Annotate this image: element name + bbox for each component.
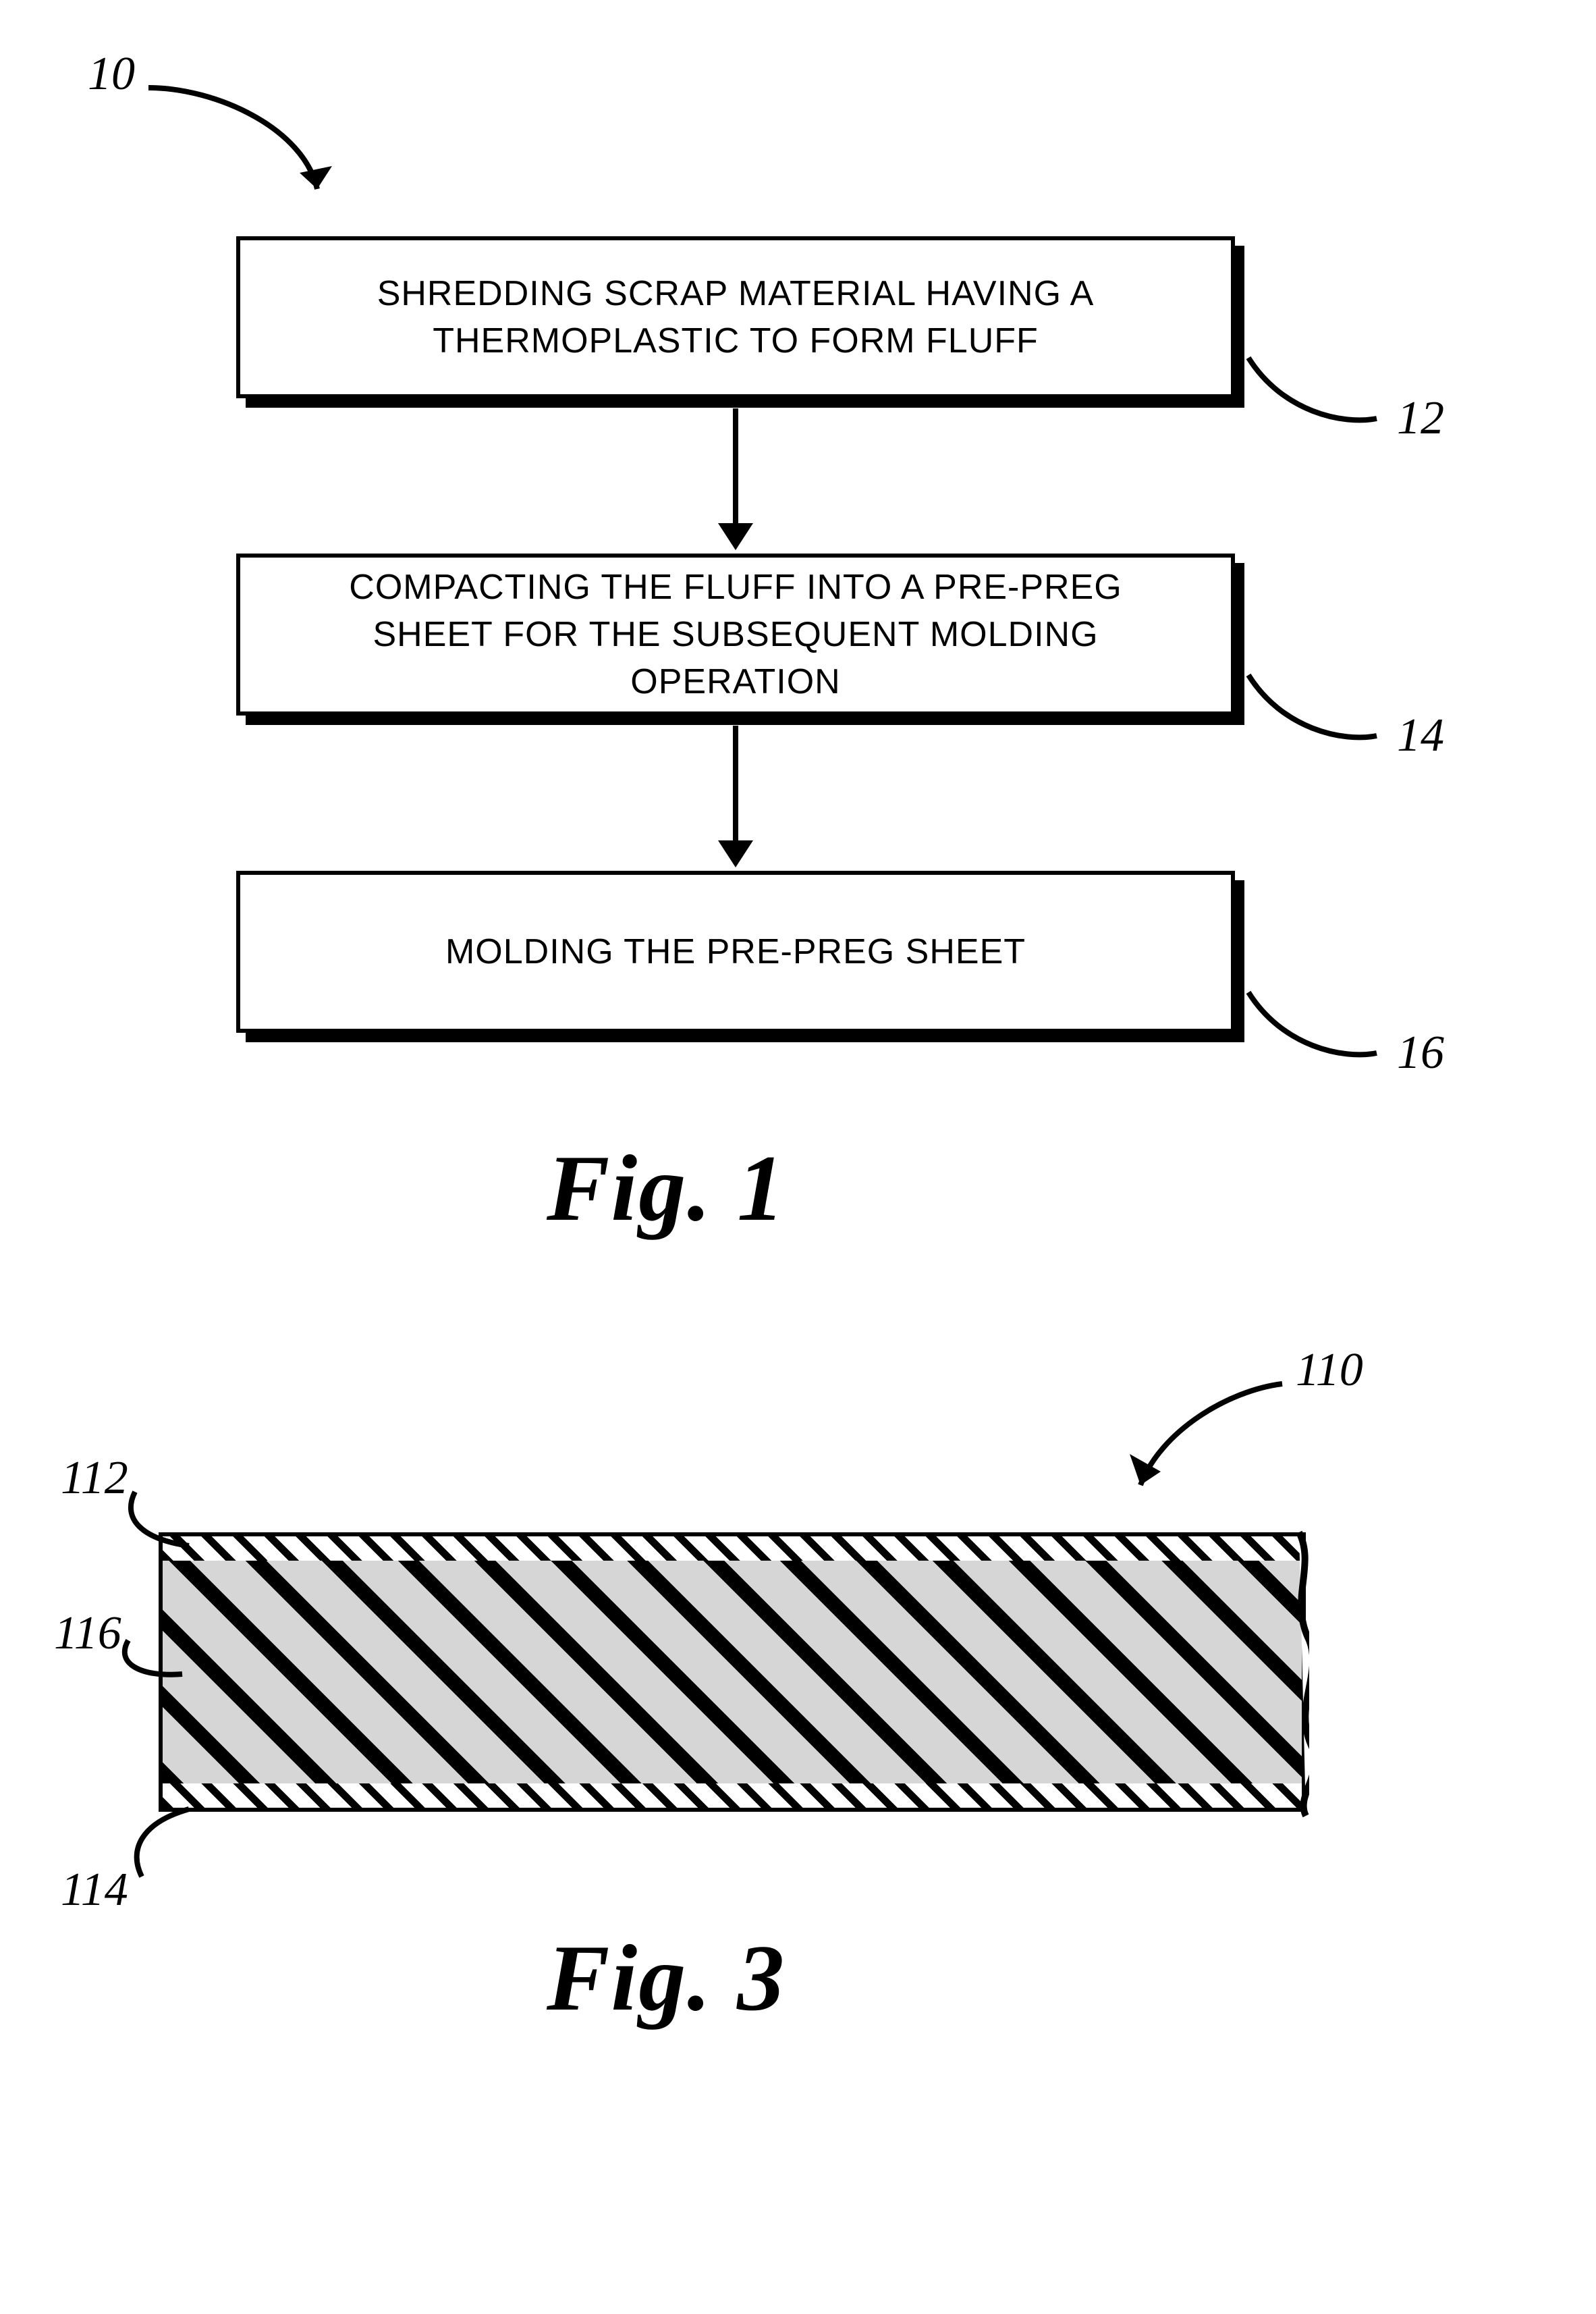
fig1-caption: Fig. 1 (547, 1134, 786, 1243)
fig3-leader-112 (101, 1485, 209, 1559)
fig1-ref-main: 10 (88, 47, 135, 101)
fig1-box-3-line1: MOLDING THE PRE-PREG SHEET (445, 932, 1026, 971)
fig1-box-1-text: SHREDDING SCRAP MATERIAL HAVING A THERMO… (377, 270, 1095, 365)
fig3-layer-core (159, 1561, 1306, 1783)
fig1-box-3: MOLDING THE PRE-PREG SHEET (236, 871, 1235, 1033)
fig3-layer-top (159, 1532, 1306, 1561)
fig1-arrow-1 (718, 408, 753, 550)
fig3-leader-main (1113, 1370, 1302, 1519)
fig3-layer-bottom (159, 1783, 1306, 1812)
fig1-box-3-text: MOLDING THE PRE-PREG SHEET (445, 928, 1026, 975)
fig3-caption: Fig. 3 (547, 1924, 786, 2033)
fig3-leader-116 (94, 1634, 196, 1694)
fig1-leader-main (135, 74, 351, 223)
fig1-box-1-line1: SHREDDING SCRAP MATERIAL HAVING A (377, 274, 1095, 313)
fig1-arrow-2 (718, 726, 753, 867)
fig1-box-1: SHREDDING SCRAP MATERIAL HAVING A THERMO… (236, 236, 1235, 398)
fig1-ref-16: 16 (1397, 1026, 1444, 1080)
fig3-ref-main: 110 (1296, 1343, 1363, 1397)
fig1-box-2-text: COMPACTING THE FLUFF INTO A PRE-PREG SHE… (267, 564, 1204, 706)
fig1-leader-16 (1242, 972, 1390, 1073)
fig1-box-1-line2: THERMOPLASTIC TO FORM FLUFF (433, 321, 1039, 360)
fig1-ref-14: 14 (1397, 709, 1444, 763)
fig1-leader-12 (1242, 338, 1390, 439)
fig1-box-2-line1: COMPACTING THE FLUFF INTO A PRE-PREG (349, 568, 1122, 607)
fig1-leader-14 (1242, 655, 1390, 756)
fig1-ref-12: 12 (1397, 392, 1444, 446)
fig3-leader-114 (108, 1802, 216, 1890)
fig1-box-2-line2: SHEET FOR THE SUBSEQUENT MOLDING OPERATI… (373, 615, 1098, 701)
fig3-rough-edge (1286, 1526, 1340, 1823)
fig1-box-2: COMPACTING THE FLUFF INTO A PRE-PREG SHE… (236, 554, 1235, 716)
page-canvas: 10 SHREDDING SCRAP MATERIAL HAVING A THE… (0, 0, 1596, 2314)
